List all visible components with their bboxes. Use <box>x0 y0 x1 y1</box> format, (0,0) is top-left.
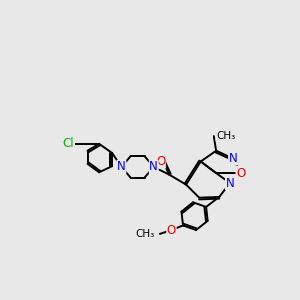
Text: O: O <box>167 224 176 236</box>
Text: N: N <box>117 160 126 173</box>
Text: Cl: Cl <box>63 136 74 149</box>
Text: CH₃: CH₃ <box>135 229 154 239</box>
Text: O: O <box>236 167 245 180</box>
Text: O: O <box>156 155 165 168</box>
Text: N: N <box>149 160 158 173</box>
Text: CH₃: CH₃ <box>216 131 236 141</box>
Text: N: N <box>226 177 234 190</box>
Text: N: N <box>229 152 237 165</box>
